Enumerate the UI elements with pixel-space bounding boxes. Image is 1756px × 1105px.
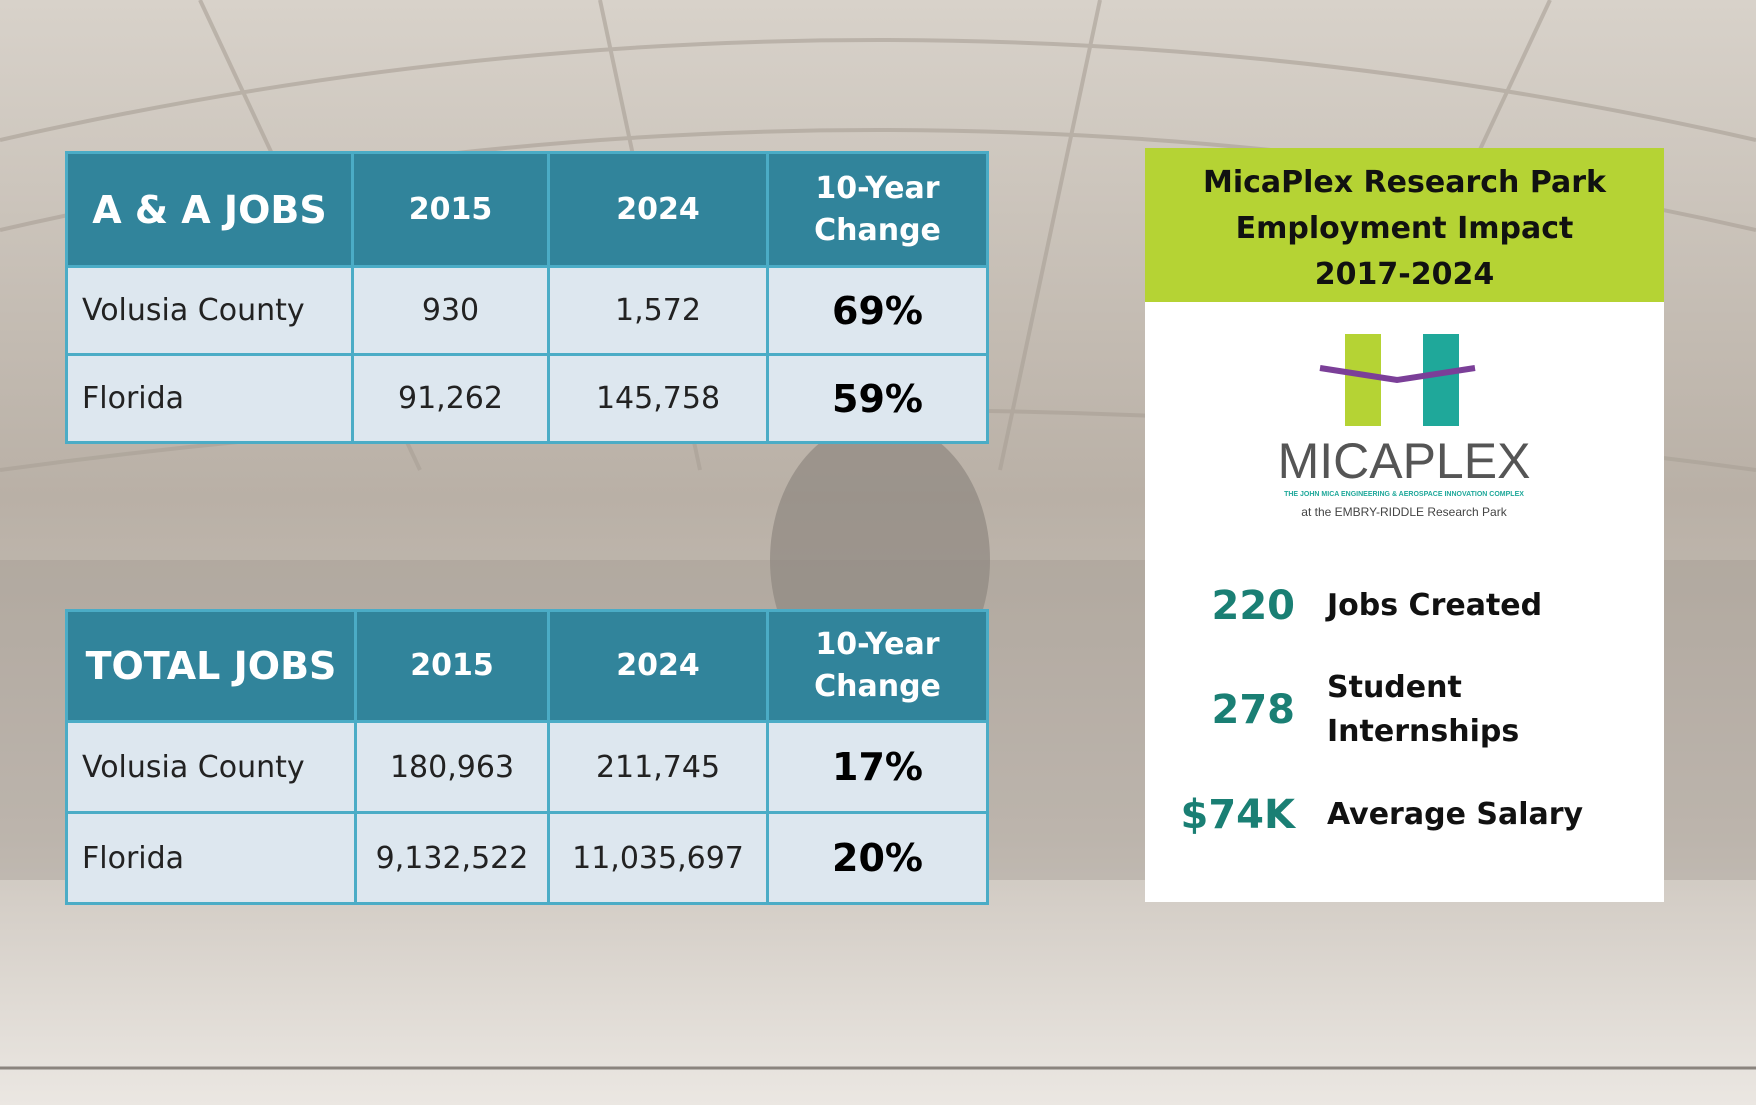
header-cell: 2015 xyxy=(351,151,550,268)
card-title: MicaPlex Research Park xyxy=(1202,165,1607,200)
cell: 145,758 xyxy=(547,353,769,444)
header-cell: 10-Year Change xyxy=(766,609,989,723)
cell: 180,963 xyxy=(354,720,550,814)
row-label: Florida xyxy=(65,353,354,444)
stat-label: Average Salary xyxy=(1327,797,1584,832)
logo-affiliation: at the EMBRY-RIDDLE Research Park xyxy=(1301,505,1507,519)
logo-name: MICAPLEX xyxy=(1278,433,1531,489)
stat-label: Student Internships xyxy=(1327,670,1520,749)
cell: 930 xyxy=(351,265,550,356)
header-cell: 2015 xyxy=(354,609,550,723)
card-header: MicaPlex Research Park Employment Impact… xyxy=(1145,148,1664,302)
cell: 11,035,697 xyxy=(547,811,769,905)
header-cell: TOTAL JOBS xyxy=(65,609,357,723)
change-cell: 17% xyxy=(766,720,989,814)
cell: 211,745 xyxy=(547,720,769,814)
header-cell: 2024 xyxy=(547,151,769,268)
micaplex-logo: MICAPLEX THE JOHN MICA ENGINEERING & AER… xyxy=(1278,334,1531,519)
stat: $74K Average Salary xyxy=(1145,787,1664,843)
stat-value: $74K xyxy=(1180,792,1296,838)
stat-value: 220 xyxy=(1211,583,1296,629)
card-title: Employment Impact xyxy=(1235,211,1574,246)
row-label: Volusia County xyxy=(65,720,357,814)
change-cell: 59% xyxy=(766,353,989,444)
stat: 220 Jobs Created xyxy=(1145,578,1664,634)
header-cell: 2024 xyxy=(547,609,769,723)
card-title: 2017-2024 xyxy=(1314,257,1495,292)
logo-tagline: THE JOHN MICA ENGINEERING & AEROSPACE IN… xyxy=(1284,491,1524,498)
impact-card: MicaPlex Research Park Employment Impact… xyxy=(1145,148,1664,902)
cell: 1,572 xyxy=(547,265,769,356)
stat: 278 Student Internships xyxy=(1145,665,1664,755)
change-cell: 20% xyxy=(766,811,989,905)
total-jobs-table: TOTAL JOBS 2015 2024 10-Year Change Volu… xyxy=(65,609,989,905)
aa-jobs-table: A & A JOBS 2015 2024 10-Year Change Volu… xyxy=(65,151,989,444)
stat-label: Jobs Created xyxy=(1327,588,1543,623)
stat-value: 278 xyxy=(1211,687,1296,733)
header-cell: A & A JOBS xyxy=(65,151,354,268)
cell: 9,132,522 xyxy=(354,811,550,905)
cell: 91,262 xyxy=(351,353,550,444)
row-label: Volusia County xyxy=(65,265,354,356)
row-label: Florida xyxy=(65,811,357,905)
header-cell: 10-Year Change xyxy=(766,151,989,268)
change-cell: 69% xyxy=(766,265,989,356)
